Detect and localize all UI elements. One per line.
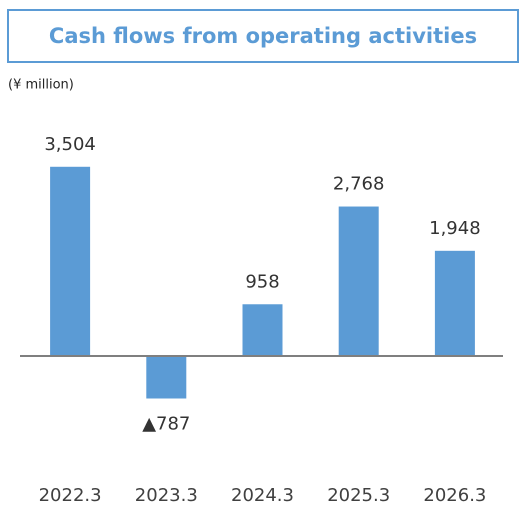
bar bbox=[242, 304, 283, 356]
value-label: 1,948 bbox=[429, 218, 481, 239]
bar bbox=[50, 166, 91, 356]
bar bbox=[146, 356, 187, 399]
unit-label: (¥ million) bbox=[8, 78, 74, 93]
value-label: 958 bbox=[245, 271, 279, 292]
x-tick-label: 2025.3 bbox=[327, 485, 390, 506]
x-tick-label: 2022.3 bbox=[39, 485, 102, 506]
x-tick-label: 2023.3 bbox=[135, 485, 198, 506]
value-label: ▲787 bbox=[142, 413, 190, 434]
value-label: 2,768 bbox=[333, 174, 385, 195]
value-label: 3,504 bbox=[44, 134, 96, 155]
bar bbox=[338, 206, 379, 356]
x-tick-label: 2026.3 bbox=[423, 485, 486, 506]
title-box bbox=[7, 9, 519, 63]
x-tick-label: 2024.3 bbox=[231, 485, 294, 506]
chart-title: Cash flows from operating activities bbox=[49, 24, 477, 48]
bar bbox=[434, 250, 475, 356]
